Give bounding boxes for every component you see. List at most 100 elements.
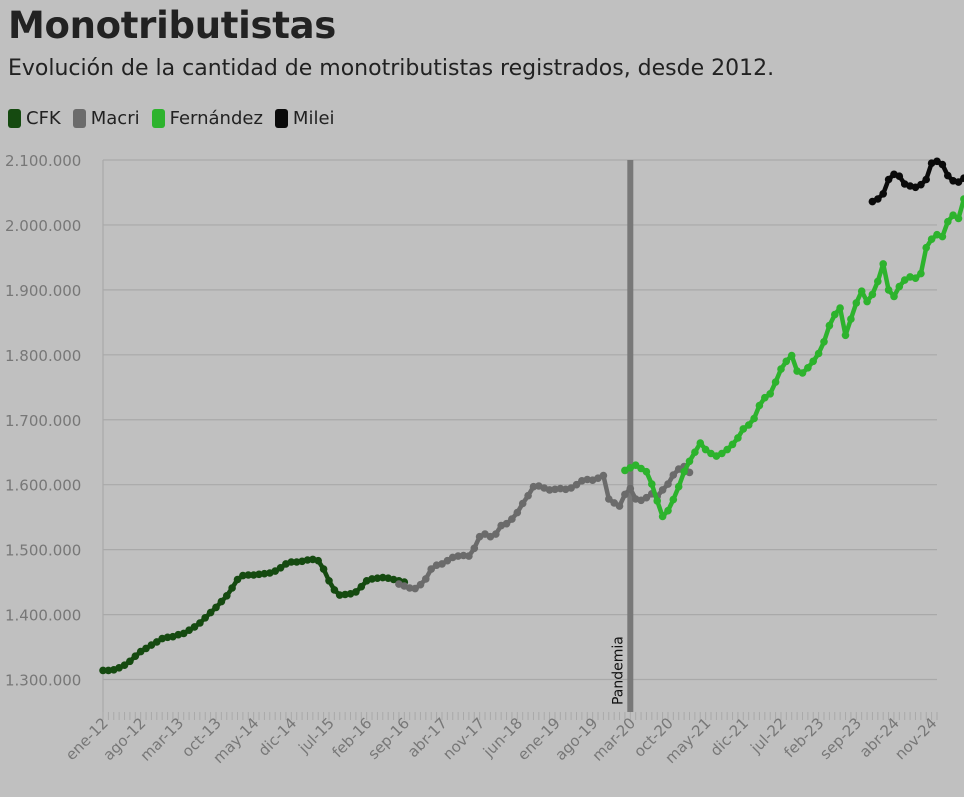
data-point-macri[interactable] [524, 491, 532, 500]
data-point-fernandez[interactable] [831, 310, 839, 319]
data-point-fernandez[interactable] [771, 378, 780, 386]
data-point-milei[interactable] [917, 180, 925, 189]
data-point-fernandez[interactable] [841, 331, 850, 340]
data-point-cfk[interactable] [120, 661, 129, 669]
data-point-fernandez[interactable] [685, 457, 694, 466]
data-point-fernandez[interactable] [734, 434, 742, 442]
data-point-milei[interactable] [895, 172, 904, 180]
data-point-fernandez[interactable] [836, 304, 844, 312]
data-point-fernandez[interactable] [960, 195, 964, 203]
data-point-macri[interactable] [658, 486, 667, 494]
data-point-milei[interactable] [874, 195, 882, 203]
data-point-fernandez[interactable] [922, 243, 930, 252]
data-point-fernandez[interactable] [739, 425, 748, 433]
data-point-cfk[interactable] [223, 592, 231, 600]
data-point-fernandez[interactable] [755, 401, 764, 410]
data-point-fernandez[interactable] [766, 390, 774, 398]
data-point-macri[interactable] [626, 484, 635, 493]
data-point-fernandez[interactable] [944, 217, 952, 226]
data-point-fernandez[interactable] [911, 274, 920, 283]
data-point-cfk[interactable] [206, 608, 215, 617]
data-point-cfk[interactable] [319, 565, 328, 573]
legend-item-fernandez[interactable]: Fernández [151, 108, 263, 129]
data-point-cfk[interactable] [330, 586, 339, 594]
data-point-fernandez[interactable] [820, 338, 828, 346]
data-point-fernandez[interactable] [669, 495, 678, 504]
data-point-fernandez[interactable] [884, 286, 893, 294]
data-point-fernandez[interactable] [728, 440, 737, 449]
data-point-fernandez[interactable] [874, 277, 882, 286]
data-point-fernandez[interactable] [927, 235, 936, 243]
data-point-macri[interactable] [669, 471, 678, 479]
data-point-fernandez[interactable] [938, 232, 947, 241]
data-point-milei[interactable] [960, 174, 964, 182]
data-point-macri[interactable] [664, 480, 672, 488]
data-point-milei[interactable] [884, 175, 893, 184]
data-point-cfk[interactable] [325, 577, 333, 585]
data-point-fernandez[interactable] [917, 269, 925, 278]
data-point-macri[interactable] [502, 519, 511, 528]
data-point-fernandez[interactable] [750, 414, 758, 423]
legend-item-cfk[interactable]: CFK [8, 108, 61, 129]
data-point-milei[interactable] [922, 175, 930, 184]
data-point-fernandez[interactable] [701, 445, 710, 454]
data-point-cfk[interactable] [287, 558, 296, 566]
data-point-fernandez[interactable] [642, 467, 651, 476]
data-point-cfk[interactable] [357, 582, 366, 591]
data-point-cfk[interactable] [212, 603, 220, 612]
data-point-cfk[interactable] [314, 556, 323, 565]
data-point-milei[interactable] [879, 190, 887, 198]
data-point-macri[interactable] [422, 575, 430, 583]
data-point-fernandez[interactable] [691, 448, 699, 457]
data-point-fernandez[interactable] [653, 497, 661, 505]
data-point-fernandez[interactable] [782, 357, 791, 366]
data-point-fernandez[interactable] [847, 315, 855, 323]
data-point-cfk[interactable] [276, 564, 285, 572]
data-point-fernandez[interactable] [648, 480, 656, 488]
data-point-cfk[interactable] [201, 614, 209, 622]
data-point-fernandez[interactable] [787, 351, 796, 360]
data-point-milei[interactable] [938, 160, 947, 169]
data-point-fernandez[interactable] [798, 369, 807, 377]
data-point-fernandez[interactable] [852, 299, 861, 307]
data-point-cfk[interactable] [352, 588, 360, 596]
data-point-cfk[interactable] [190, 623, 199, 631]
data-point-macri[interactable] [513, 508, 522, 517]
data-point-macri[interactable] [470, 544, 479, 553]
data-point-fernandez[interactable] [777, 365, 785, 373]
data-point-fernandez[interactable] [857, 287, 866, 296]
data-point-fernandez[interactable] [761, 393, 769, 402]
data-point-fernandez[interactable] [809, 357, 817, 366]
data-point-macri[interactable] [572, 480, 581, 489]
data-point-fernandez[interactable] [658, 512, 667, 521]
data-point-cfk[interactable] [126, 657, 134, 666]
data-point-cfk[interactable] [233, 575, 242, 584]
legend-item-macri[interactable]: Macri [72, 108, 140, 129]
data-point-macri[interactable] [642, 493, 651, 502]
data-point-fernandez[interactable] [868, 290, 877, 299]
data-point-macri[interactable] [465, 552, 473, 560]
data-point-macri[interactable] [427, 565, 436, 573]
data-point-cfk[interactable] [228, 584, 236, 592]
data-point-fernandez[interactable] [825, 321, 834, 330]
data-point-fernandez[interactable] [890, 292, 898, 301]
data-point-cfk[interactable] [99, 666, 107, 675]
data-point-fernandez[interactable] [879, 260, 887, 268]
data-point-milei[interactable] [954, 178, 963, 186]
data-point-fernandez[interactable] [895, 282, 904, 291]
data-point-macri[interactable] [411, 584, 419, 593]
data-point-fernandez[interactable] [664, 506, 672, 515]
data-point-cfk[interactable] [217, 597, 226, 606]
data-point-fernandez[interactable] [954, 214, 963, 223]
data-point-cfk[interactable] [131, 652, 140, 660]
data-point-fernandez[interactable] [814, 349, 823, 358]
data-point-macri[interactable] [599, 471, 608, 480]
data-point-macri[interactable] [492, 530, 500, 538]
data-point-fernandez[interactable] [718, 449, 726, 458]
data-point-fernandez[interactable] [723, 445, 731, 454]
data-point-macri[interactable] [508, 515, 516, 523]
data-point-macri[interactable] [518, 499, 527, 508]
data-point-macri[interactable] [605, 495, 613, 503]
data-point-cfk[interactable] [196, 619, 204, 627]
data-point-fernandez[interactable] [863, 297, 871, 306]
